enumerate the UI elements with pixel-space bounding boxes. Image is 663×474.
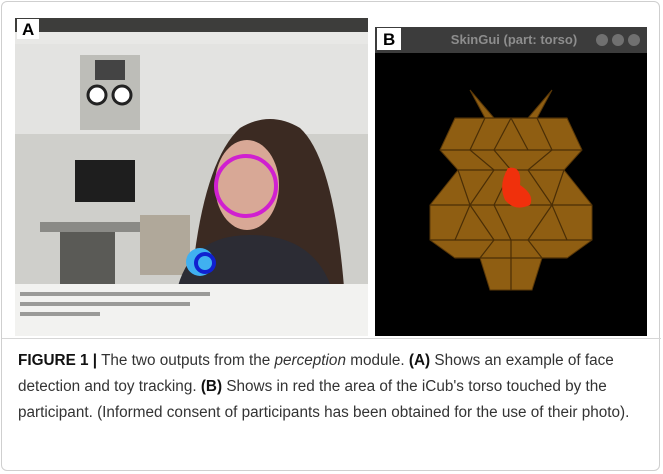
- shirt: [175, 235, 335, 300]
- label-box: [17, 19, 39, 39]
- caption-label: FIGURE 1 |: [18, 352, 98, 369]
- caption-emphasis: perception: [274, 352, 346, 369]
- panel-label: B: [383, 30, 395, 49]
- box: [60, 232, 115, 287]
- status-line: [20, 312, 100, 316]
- robot-eye: [86, 84, 108, 106]
- robot-eye: [111, 84, 133, 106]
- panel-label: A: [22, 20, 34, 39]
- window-button: [628, 34, 640, 46]
- face-detection: [214, 154, 278, 218]
- status-area: [15, 284, 368, 336]
- caption: FIGURE 1 | The two outputs from the perc…: [18, 348, 650, 426]
- desk: [40, 222, 150, 232]
- caption-text: Shows an example of face detection and t…: [18, 352, 614, 395]
- figure-art: A SkinGui (part: torso) B: [15, 18, 647, 336]
- status-line: [20, 292, 210, 296]
- label-box: [377, 28, 401, 50]
- window-button: [596, 34, 608, 46]
- window-button: [612, 34, 624, 46]
- monitor: [75, 160, 135, 202]
- panel-a: A: [15, 18, 368, 336]
- window-bar: [15, 18, 368, 32]
- caption-panel-ref: (A): [408, 352, 431, 369]
- cabinet: [140, 215, 190, 275]
- touched-area: [502, 167, 532, 208]
- caption-text: module.: [350, 352, 405, 369]
- caption-panel-ref: (B): [200, 378, 223, 395]
- menu-bar: [15, 32, 368, 44]
- window-title: SkinGui (part: torso): [451, 32, 577, 47]
- caption-text: The two outputs from the: [101, 352, 271, 369]
- robot-photo: [80, 55, 140, 130]
- panel-b: SkinGui (part: torso) B: [375, 27, 647, 336]
- wall: [15, 44, 368, 134]
- status-line: [20, 302, 190, 306]
- toy-tracking: [194, 252, 216, 274]
- separator: [2, 338, 661, 339]
- caption-text: Shows in red the area of the iCub's tors…: [18, 378, 630, 421]
- robot-head: [95, 60, 125, 80]
